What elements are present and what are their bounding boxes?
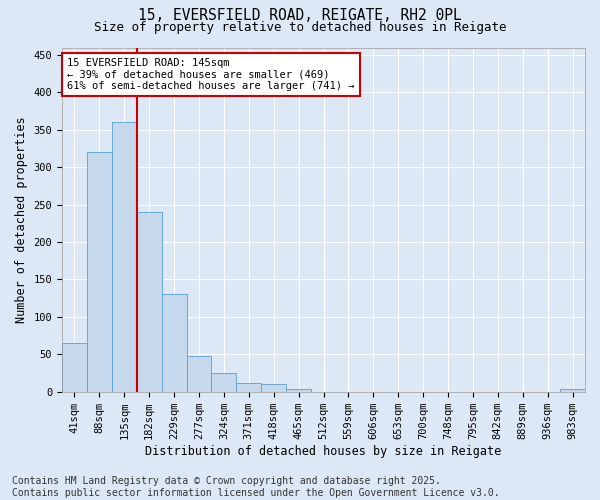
Bar [87, 152, 112, 392]
Bar [112, 122, 137, 392]
Text: 15 EVERSFIELD ROAD: 145sqm
← 39% of detached houses are smaller (469)
61% of sem: 15 EVERSFIELD ROAD: 145sqm ← 39% of deta… [67, 58, 355, 91]
Bar [62, 343, 87, 392]
Bar [286, 388, 311, 392]
Bar [560, 390, 585, 392]
Text: Size of property relative to detached houses in Reigate: Size of property relative to detached ho… [94, 21, 506, 34]
Y-axis label: Number of detached properties: Number of detached properties [15, 116, 28, 323]
Bar [137, 212, 161, 392]
Bar [211, 373, 236, 392]
Bar [161, 294, 187, 392]
Text: Contains HM Land Registry data © Crown copyright and database right 2025.
Contai: Contains HM Land Registry data © Crown c… [12, 476, 500, 498]
X-axis label: Distribution of detached houses by size in Reigate: Distribution of detached houses by size … [145, 444, 502, 458]
Bar [187, 356, 211, 392]
Text: 15, EVERSFIELD ROAD, REIGATE, RH2 0PL: 15, EVERSFIELD ROAD, REIGATE, RH2 0PL [138, 8, 462, 22]
Bar [236, 382, 261, 392]
Bar [261, 384, 286, 392]
